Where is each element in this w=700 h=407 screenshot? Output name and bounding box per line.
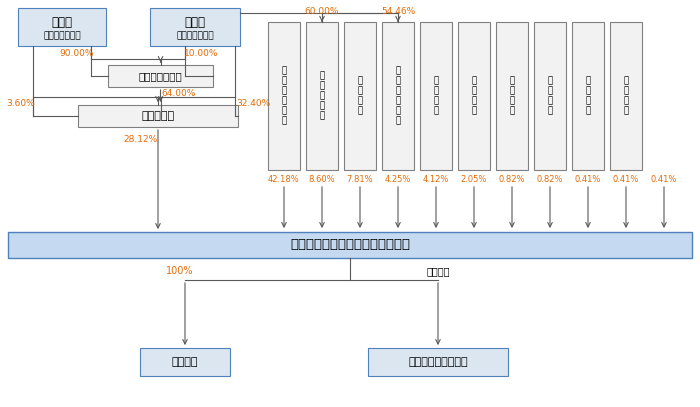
Bar [18,8,106,46]
Text: 4.25%: 4.25% [385,175,411,184]
Text: 42.18%: 42.18% [268,175,300,184]
Text: 苏州新佳合: 苏州新佳合 [141,111,174,121]
Text: 90.00%: 90.00% [60,50,94,59]
Text: 4.12%: 4.12% [423,175,449,184]
Bar [108,65,213,87]
Bar [344,22,376,170]
Text: 江苏聚成金刚石科技股份有限公司: 江苏聚成金刚石科技股份有限公司 [290,239,410,252]
Text: 0.41%: 0.41% [575,175,601,184]
Bar [268,22,300,170]
Text: 3.60%: 3.60% [6,99,36,109]
Text: 沈
阳
宇
骏: 沈 阳 宇 骏 [510,77,514,116]
Text: （实际控制人）: （实际控制人） [176,31,214,41]
Bar [572,22,604,170]
Text: 10.00%: 10.00% [183,50,218,59]
Text: 张嗣军: 张嗣军 [185,17,206,29]
Text: 无
锡
春
鑫: 无 锡 春 鑫 [471,77,477,116]
Text: 0.82%: 0.82% [537,175,564,184]
Text: 2.05%: 2.05% [461,175,487,184]
Text: 立迅全民: 立迅全民 [172,357,198,367]
Bar [306,22,338,170]
Text: 28.12%: 28.12% [123,134,157,144]
Bar [496,22,528,170]
Text: 宁
波
骧
致: 宁 波 骧 致 [585,77,591,116]
Text: 分支机构: 分支机构 [426,266,449,276]
Text: 8.60%: 8.60% [309,175,335,184]
Text: 0.41%: 0.41% [651,175,677,184]
Bar [420,22,452,170]
Bar [368,348,508,376]
Text: 杨艳红: 杨艳红 [52,17,73,29]
Text: 海
南
华
昆: 海 南 华 昆 [624,77,629,116]
Bar [382,22,414,170]
Text: 苏州佳合自动化: 苏州佳合自动化 [139,71,183,81]
Text: 聚
成
氩
园
咨
询: 聚 成 氩 园 咨 询 [395,66,400,126]
Bar [8,232,692,258]
Text: 32.40%: 32.40% [236,99,270,109]
Text: 64.00%: 64.00% [161,90,196,98]
Text: （实际控制人）: （实际控制人） [43,31,80,41]
Text: 100%: 100% [167,266,194,276]
Text: 54.46%: 54.46% [381,7,415,17]
Text: 苏
州
正
氩
缘: 苏 州 正 氩 缘 [319,71,325,120]
Text: 7.81%: 7.81% [346,175,373,184]
Text: 聚成科技常熟分公司: 聚成科技常熟分公司 [408,357,468,367]
Text: 浙
创
好
雨: 浙 创 好 雨 [547,77,552,116]
Bar [150,8,240,46]
Bar [140,348,230,376]
Bar [78,105,238,127]
Text: 聚
成
氩
茑
咨
询: 聚 成 氩 茑 咨 询 [281,66,286,126]
Text: 厦
门
觉
翔: 厦 门 觉 翔 [358,77,363,116]
Bar [534,22,566,170]
Text: 0.82%: 0.82% [498,175,525,184]
Bar [458,22,490,170]
Text: 0.41%: 0.41% [612,175,639,184]
Text: 60.00%: 60.00% [304,7,340,17]
Text: 广
东
飞
舟: 广 东 飞 舟 [433,77,439,116]
Bar [610,22,642,170]
